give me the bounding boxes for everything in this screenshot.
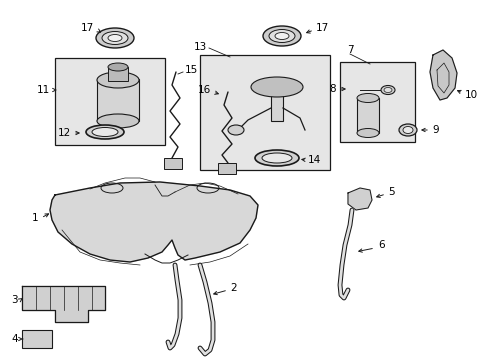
Text: 7: 7 bbox=[346, 45, 353, 55]
Bar bbox=[97, 79, 139, 121]
Text: 17: 17 bbox=[315, 23, 328, 33]
Ellipse shape bbox=[97, 114, 139, 128]
Ellipse shape bbox=[262, 153, 291, 163]
Text: 2: 2 bbox=[229, 283, 236, 293]
Bar bbox=[55, 58, 164, 145]
Ellipse shape bbox=[86, 125, 124, 139]
Text: 11: 11 bbox=[37, 85, 50, 95]
Text: 12: 12 bbox=[58, 128, 71, 138]
Bar bbox=[356, 98, 378, 133]
Text: 14: 14 bbox=[307, 155, 321, 165]
Text: 1: 1 bbox=[31, 213, 38, 223]
Ellipse shape bbox=[97, 72, 139, 88]
Text: 16: 16 bbox=[197, 85, 210, 95]
Ellipse shape bbox=[108, 63, 128, 71]
Text: 9: 9 bbox=[431, 125, 438, 135]
Ellipse shape bbox=[227, 125, 244, 135]
Polygon shape bbox=[429, 50, 456, 100]
Bar bbox=[218, 163, 236, 174]
Ellipse shape bbox=[108, 35, 122, 41]
Text: 4: 4 bbox=[11, 334, 18, 344]
Ellipse shape bbox=[250, 77, 303, 97]
Bar bbox=[339, 62, 414, 142]
Ellipse shape bbox=[263, 26, 301, 46]
Text: 5: 5 bbox=[387, 187, 394, 197]
Bar bbox=[163, 158, 182, 169]
Ellipse shape bbox=[254, 150, 298, 166]
Bar bbox=[22, 330, 52, 348]
Ellipse shape bbox=[356, 129, 378, 138]
Text: 17: 17 bbox=[81, 23, 94, 33]
Ellipse shape bbox=[380, 86, 394, 95]
Ellipse shape bbox=[356, 94, 378, 103]
Text: 13: 13 bbox=[193, 42, 206, 52]
Polygon shape bbox=[50, 182, 258, 262]
Text: 15: 15 bbox=[184, 65, 198, 75]
Bar bbox=[200, 55, 329, 170]
Ellipse shape bbox=[268, 30, 294, 42]
Bar bbox=[108, 67, 128, 81]
Polygon shape bbox=[347, 188, 371, 210]
Ellipse shape bbox=[402, 126, 412, 134]
Polygon shape bbox=[22, 286, 105, 322]
Ellipse shape bbox=[274, 32, 288, 40]
Text: 3: 3 bbox=[11, 295, 18, 305]
Ellipse shape bbox=[102, 32, 128, 45]
Ellipse shape bbox=[92, 127, 118, 136]
Ellipse shape bbox=[383, 87, 391, 93]
Text: 6: 6 bbox=[377, 240, 384, 250]
Ellipse shape bbox=[96, 28, 134, 48]
Text: 8: 8 bbox=[329, 84, 335, 94]
Ellipse shape bbox=[398, 124, 416, 136]
Bar bbox=[270, 86, 283, 121]
Text: 10: 10 bbox=[464, 90, 477, 100]
